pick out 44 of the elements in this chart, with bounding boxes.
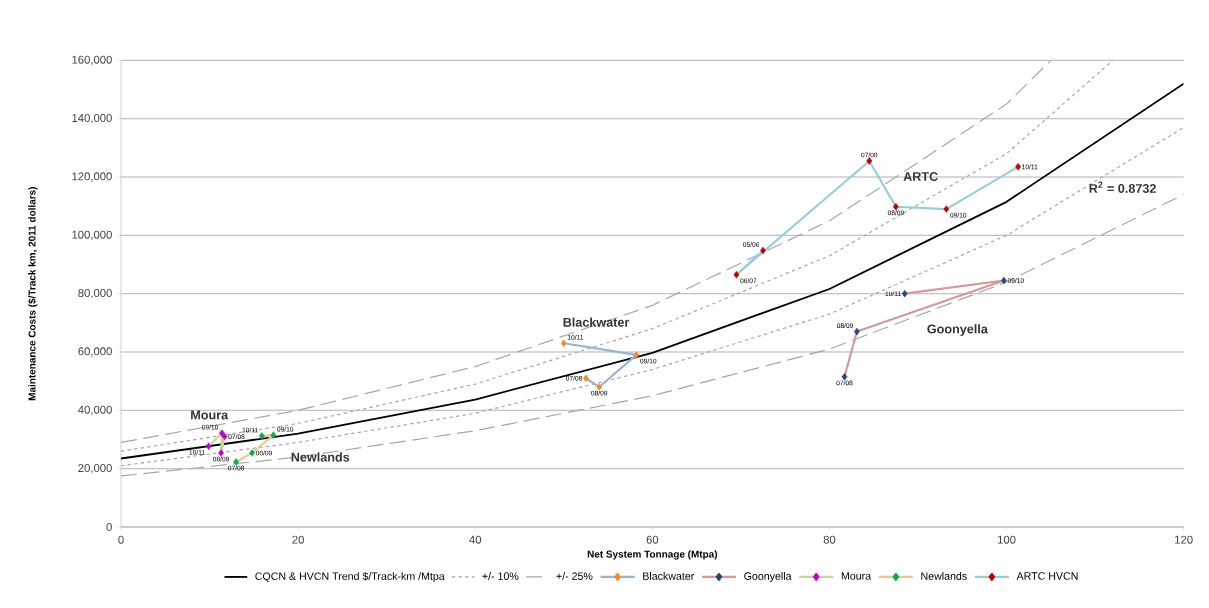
point — [733, 270, 740, 279]
point — [258, 432, 265, 440]
legend-label: Newlands — [921, 572, 967, 580]
y-axis-title: Maintenance Costs ($/Track km, 2011 dollars) — [28, 187, 38, 401]
y-tick-label: 120,000 — [72, 172, 112, 182]
point — [1015, 163, 1021, 171]
point — [633, 351, 640, 359]
legend-label: Goonyella — [744, 572, 792, 582]
y-tick-label: 40,000 — [78, 405, 112, 415]
annotation: Blackwater — [563, 317, 630, 327]
point — [219, 429, 225, 437]
x-tick-label: 80 — [823, 535, 836, 544]
x-tick-label: 120 — [1175, 535, 1193, 544]
y-tick-label: 80,000 — [78, 289, 112, 299]
legend-label: CQCN & HVCN Trend $/Track-km /Mtpa — [255, 571, 445, 583]
annotation: R$^{2}$ = 0.8732 — [1089, 181, 1156, 193]
y-tick-label: 100,000 — [72, 230, 112, 240]
annotation: Goonyella — [927, 324, 988, 336]
x-tick-label: 40 — [469, 535, 482, 544]
annotation: Newlands — [291, 452, 350, 462]
legend-label: Blackwater — [643, 572, 695, 580]
y-tick-label: 60,000 — [78, 347, 112, 357]
point — [901, 289, 908, 298]
x-tick-label: 100 — [998, 535, 1016, 544]
annotation: Moura — [191, 410, 229, 420]
legend-label: +/- 10% — [482, 572, 519, 580]
legend-label: ARTC HVCN — [1016, 572, 1078, 580]
point — [205, 442, 212, 450]
point — [560, 339, 567, 347]
y-tick-label: 140,000 — [72, 114, 112, 124]
point — [249, 449, 255, 457]
x-axis-title: Net System Tonnage (Mtpa) — [587, 550, 718, 560]
x-tick-label: 0 — [118, 535, 124, 544]
legend-label: Moura — [841, 572, 872, 580]
x-tick-label: 60 — [646, 535, 659, 544]
y-tick-label: 0 — [106, 523, 112, 531]
point — [943, 205, 950, 213]
y-tick-label: 160,000 — [72, 55, 112, 65]
y-tick-label: 20,000 — [78, 464, 112, 474]
legend-label: +/- 25% — [556, 572, 593, 580]
x-tick-label: 20 — [292, 535, 304, 544]
annotation: ARTC — [903, 172, 938, 181]
point — [583, 374, 589, 382]
point — [270, 431, 277, 439]
